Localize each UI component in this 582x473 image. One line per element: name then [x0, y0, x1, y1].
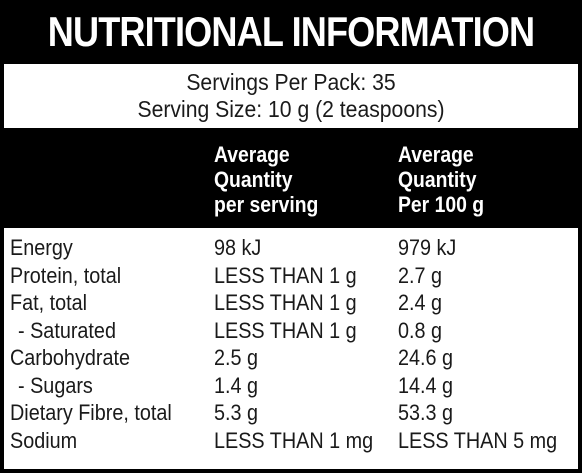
per-serving-value: LESS THAN 1 g: [214, 290, 357, 315]
header-per-100g-line: Average: [398, 142, 474, 167]
nutrient-name: Protein, total: [10, 263, 122, 288]
per-100g-value: LESS THAN 5 mg: [398, 428, 558, 453]
table-row: Dietary Fibre, total 5.3 g 53.3 g: [4, 399, 578, 426]
nutrient-name: Dietary Fibre, total: [10, 400, 172, 425]
table-row: Carbohydrate 2.5 g 24.6 g: [4, 344, 578, 371]
nutrient-name: Fat, total: [10, 290, 88, 315]
per-serving-value: 98 kJ: [214, 235, 262, 260]
nutrient-name: - Saturated: [18, 318, 116, 343]
nutrient-name: - Sugars: [18, 373, 93, 398]
per-100g-value: 2.4 g: [398, 290, 443, 315]
serving-size: Serving Size: 10 g (2 teaspoons): [137, 96, 445, 122]
servings-box: Servings Per Pack: 35 Serving Size: 10 g…: [4, 64, 578, 128]
per-100g-value: 14.4 g: [398, 373, 454, 398]
per-serving-value: LESS THAN 1 mg: [214, 428, 374, 453]
per-serving-value: LESS THAN 1 g: [214, 318, 357, 343]
table-row: Energy 98 kJ 979 kJ: [4, 234, 578, 261]
per-serving-value: 1.4 g: [214, 373, 259, 398]
column-header: Average Quantity per serving Average Qua…: [4, 128, 578, 228]
header-per-serving-line: Average: [214, 142, 290, 167]
header-per-100g-line: Per 100 g: [398, 192, 485, 217]
per-serving-value: 2.5 g: [214, 345, 259, 370]
table-row: - Saturated LESS THAN 1 g 0.8 g: [4, 317, 578, 344]
per-100g-value: 24.6 g: [398, 345, 454, 370]
header-per-serving: Average Quantity per serving: [214, 142, 318, 217]
table-row: Protein, total LESS THAN 1 g 2.7 g: [4, 262, 578, 289]
header-per-serving-line: per serving: [214, 192, 319, 217]
nutrient-name: Sodium: [10, 428, 78, 453]
nutrient-name: Energy: [10, 235, 73, 260]
per-100g-value: 979 kJ: [398, 235, 457, 260]
header-per-100g-line: Quantity: [398, 167, 477, 192]
per-100g-value: 0.8 g: [398, 318, 443, 343]
table-row: Fat, total LESS THAN 1 g 2.4 g: [4, 289, 578, 316]
per-serving-value: 5.3 g: [214, 400, 259, 425]
per-100g-value: 53.3 g: [398, 400, 454, 425]
panel-title: NUTRITIONAL INFORMATION: [47, 8, 535, 55]
header-per-100g: Average Quantity Per 100 g: [398, 142, 484, 217]
header-per-serving-line: Quantity: [214, 167, 293, 192]
table-row: - Sugars 1.4 g 14.4 g: [4, 372, 578, 399]
per-serving-value: LESS THAN 1 g: [214, 263, 357, 288]
nutrient-name: Carbohydrate: [10, 345, 130, 370]
nutrient-table: Energy 98 kJ 979 kJ Protein, total LESS …: [4, 228, 578, 469]
table-row: Sodium LESS THAN 1 mg LESS THAN 5 mg: [4, 427, 578, 454]
per-100g-value: 2.7 g: [398, 263, 443, 288]
servings-per-pack: Servings Per Pack: 35: [186, 69, 396, 95]
